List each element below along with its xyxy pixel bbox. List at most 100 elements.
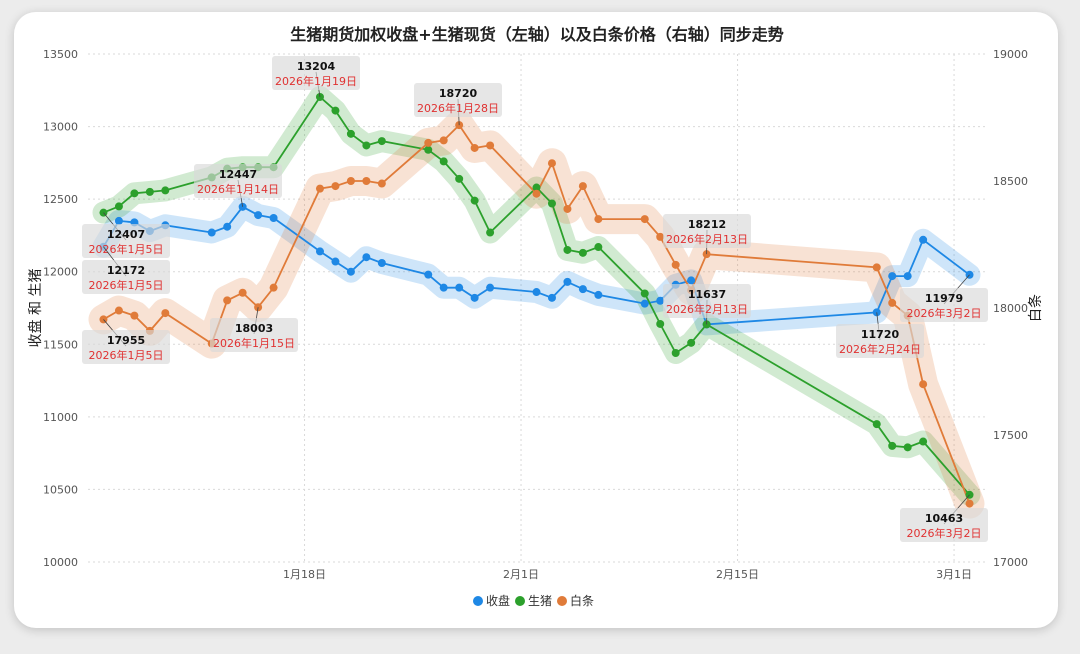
point-白条 bbox=[547, 159, 556, 168]
y-left-tick-label: 11500 bbox=[43, 338, 78, 351]
point-生猪 bbox=[145, 187, 154, 196]
annotation-date: 2026年2月13日 bbox=[666, 232, 748, 246]
point-白条 bbox=[223, 296, 232, 305]
point-生猪 bbox=[578, 248, 587, 257]
point-收盘 bbox=[455, 283, 464, 292]
point-生猪 bbox=[656, 319, 665, 328]
confidence-bands bbox=[88, 86, 985, 519]
right-axis-ticks: 17000 17500 18000 18500 19000 bbox=[993, 48, 1028, 569]
y-left-tick-label: 12000 bbox=[43, 266, 78, 279]
point-收盘 bbox=[207, 228, 216, 237]
point-收盘 bbox=[547, 293, 556, 302]
point-生猪 bbox=[547, 199, 556, 208]
point-生猪 bbox=[872, 420, 881, 429]
point-白条 bbox=[656, 232, 665, 241]
point-生猪 bbox=[424, 145, 433, 154]
point-收盘 bbox=[362, 253, 371, 262]
point-白条 bbox=[919, 380, 928, 389]
point-收盘 bbox=[331, 257, 340, 266]
annotation-box bbox=[82, 330, 170, 364]
chart-card bbox=[14, 12, 1058, 628]
annotation-value: 12447 bbox=[219, 168, 257, 181]
point-白条 bbox=[161, 309, 170, 318]
point-生猪 bbox=[919, 437, 928, 446]
annotation-value: 17955 bbox=[107, 334, 145, 347]
point-白条 bbox=[331, 182, 340, 191]
point-白条 bbox=[439, 136, 448, 145]
y-right-tick-label: 18000 bbox=[993, 302, 1028, 315]
point-白条 bbox=[888, 298, 897, 307]
annotation-box bbox=[210, 318, 298, 352]
legend-label: 生猪 bbox=[528, 594, 552, 608]
point-白条 bbox=[872, 263, 881, 272]
point-白条 bbox=[424, 138, 433, 147]
y-right-tick-label: 17500 bbox=[993, 429, 1028, 442]
point-白条 bbox=[238, 288, 247, 297]
y-right-tick-label: 17000 bbox=[993, 556, 1028, 569]
point-白条 bbox=[640, 215, 649, 224]
point-收盘 bbox=[532, 288, 541, 297]
point-收盘 bbox=[578, 285, 587, 294]
y-left-tick-label: 13500 bbox=[43, 48, 78, 61]
annotation-box bbox=[836, 324, 924, 358]
point-收盘 bbox=[269, 214, 278, 223]
point-生猪 bbox=[532, 183, 541, 192]
annotation-value: 18212 bbox=[688, 218, 726, 231]
annotation-value: 11979 bbox=[925, 292, 963, 305]
left-axis-ticks: 10000 10500 11000 11500 12000 12500 13000 13500 bbox=[43, 48, 78, 569]
point-生猪 bbox=[888, 441, 897, 450]
annotation-box bbox=[663, 214, 751, 248]
point-收盘 bbox=[919, 235, 928, 244]
point-白条 bbox=[362, 177, 371, 185]
annotation-date: 2026年1月28日 bbox=[417, 101, 499, 115]
annotation-value: 10463 bbox=[925, 512, 963, 525]
annotation-date: 2026年1月5日 bbox=[89, 242, 164, 256]
point-生猪 bbox=[114, 202, 123, 211]
point-收盘 bbox=[903, 272, 912, 281]
annotation-box bbox=[414, 83, 502, 117]
x-axis-ticks: 1月18日 2月1日 2月15日 3月1日 bbox=[283, 568, 972, 581]
point-生猪 bbox=[331, 106, 340, 115]
point-生猪 bbox=[130, 189, 139, 198]
point-收盘 bbox=[470, 293, 479, 302]
point-白条 bbox=[594, 215, 603, 224]
point-生猪 bbox=[346, 129, 355, 138]
point-收盘 bbox=[687, 276, 696, 285]
x-tick-label: 2月1日 bbox=[503, 568, 539, 581]
point-白条 bbox=[470, 143, 479, 152]
point-生猪 bbox=[671, 348, 680, 357]
point-收盘 bbox=[223, 222, 232, 231]
point-收盘 bbox=[254, 211, 263, 220]
y-left-tick-label: 13000 bbox=[43, 121, 78, 134]
point-收盘 bbox=[656, 296, 665, 305]
annotation-box bbox=[194, 164, 282, 198]
annotation-value: 11720 bbox=[861, 328, 900, 341]
point-生猪 bbox=[903, 443, 912, 452]
point-收盘 bbox=[563, 277, 572, 286]
legend-label: 白条 bbox=[570, 593, 594, 608]
right-axis-label: 白条 bbox=[1027, 294, 1044, 322]
annotation-date: 2026年1月14日 bbox=[197, 182, 279, 196]
legend-marker-生猪 bbox=[515, 596, 525, 606]
point-生猪 bbox=[362, 141, 371, 150]
annotation-value: 12172 bbox=[107, 264, 145, 277]
point-白条 bbox=[377, 179, 386, 188]
annotation-date: 2026年1月15日 bbox=[213, 336, 295, 350]
point-生猪 bbox=[377, 137, 386, 146]
point-生猪 bbox=[594, 243, 603, 252]
annotation-box bbox=[82, 260, 170, 294]
point-白条 bbox=[114, 306, 123, 315]
point-生猪 bbox=[455, 174, 464, 183]
point-收盘 bbox=[640, 299, 649, 308]
point-生猪 bbox=[563, 245, 572, 254]
point-收盘 bbox=[114, 216, 123, 225]
legend-marker-白条 bbox=[557, 596, 567, 606]
point-白条 bbox=[130, 311, 139, 320]
chart-title: 生猪期货加权收盘+生猪现货（左轴）以及白条价格（右轴）同步走势 bbox=[290, 25, 783, 44]
point-白条 bbox=[671, 260, 680, 269]
y-right-tick-label: 19000 bbox=[993, 48, 1028, 61]
annotation-date: 2026年1月5日 bbox=[89, 348, 164, 362]
point-收盘 bbox=[315, 247, 324, 256]
annotation-box bbox=[900, 508, 988, 542]
